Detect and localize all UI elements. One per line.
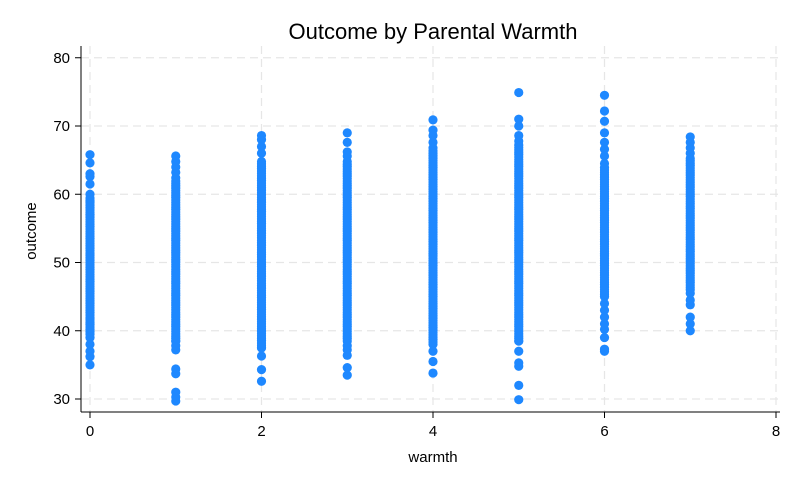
y-tick-label: 70 [53,118,70,135]
scatter-point [685,132,695,142]
axes-layer: 0 2 4 6 8 30 40 50 60 70 80 [53,46,780,440]
scatter-point [342,128,352,138]
scatter-point [342,370,352,380]
scatter-point [599,128,610,138]
scatter-point [85,179,95,189]
scatter-point [342,147,352,157]
scatter-point [599,144,610,154]
scatter-point [514,346,524,356]
scatter-point [85,196,95,206]
scatter-point [514,358,524,368]
scatter-point [599,344,610,354]
scatter-point [256,351,267,361]
scatter-point [599,305,610,315]
y-tick-label: 50 [53,255,70,272]
scatter-point [171,364,181,374]
scatter-point [599,312,610,322]
scatter-point [514,87,524,98]
scatter-point [685,295,695,305]
scatter-point [342,363,352,373]
scatter-point [428,368,438,378]
scatter-point [428,115,438,125]
scatter-point [85,150,95,160]
scatter-point [428,125,438,135]
x-axis-title: warmth [407,449,457,466]
scatter-point [599,298,610,309]
x-tick-label: 8 [772,423,780,440]
scatter-point [514,130,524,141]
x-tick-label: 2 [257,423,265,440]
scatter-point [428,356,438,367]
scatter-point [599,137,610,147]
y-tick-label: 80 [53,50,70,67]
scatter-point [256,156,267,167]
points-layer [85,87,695,406]
y-tick-label: 30 [53,391,70,408]
scatter-point [599,319,610,329]
scatter-point [599,332,610,343]
scatter-point [85,210,95,220]
scatter-point [85,346,95,356]
scatter-point [256,130,267,141]
scatter-point [85,203,95,213]
y-axis-title: outcome [23,202,40,260]
x-tick-label: 4 [429,423,437,440]
scatter-point [256,141,267,152]
x-tick-label: 6 [600,423,608,440]
x-tick-label: 0 [86,423,94,440]
scatter-point [85,360,95,370]
scatter-point [85,313,95,324]
scatter-point [428,346,438,356]
scatter-point [171,336,181,346]
scatter-point [685,326,695,336]
scatter-point [256,365,267,375]
scatter-point [514,336,524,346]
scatter-point [514,395,524,405]
scatter-point [685,288,695,298]
scatter-point [85,189,95,199]
scatter-point [85,332,95,343]
scatter-point [514,380,524,390]
scatter-point [599,116,610,126]
scatter-point [685,312,695,322]
scatter-point [256,148,267,158]
scatter-point [171,387,181,397]
scatter-point [599,158,610,169]
scatter-point [85,158,95,168]
scatter-point [599,106,610,116]
scatter-point [342,137,352,147]
scatter-point [599,90,610,100]
chart-title: Outcome by Parental Warmth [289,19,578,44]
scatter-point [256,376,267,386]
scatter-point [85,169,95,179]
scatter-point [342,341,352,351]
scatter-point [428,137,438,147]
scatter-point [599,151,610,161]
scatter-point [256,343,267,353]
scatter-point [171,151,181,161]
scatter-point [514,121,524,131]
scatter-point [514,114,524,124]
y-tick-label: 40 [53,323,70,340]
y-tick-label: 60 [53,186,70,203]
scatter-point [85,339,95,349]
scatter-point [685,319,695,329]
